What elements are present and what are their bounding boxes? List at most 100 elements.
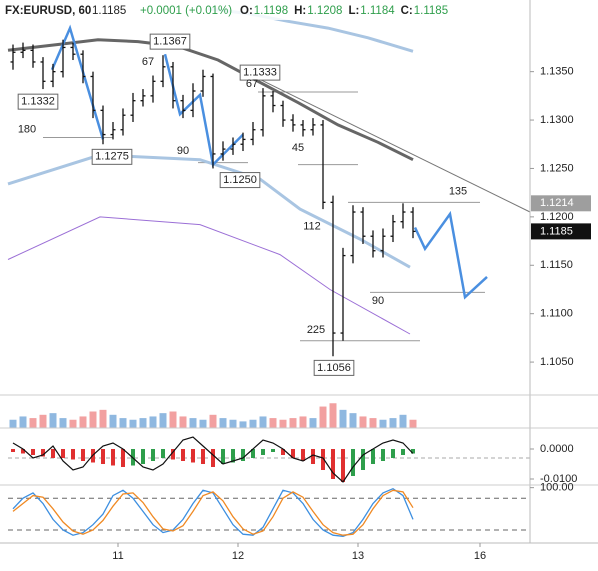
- histogram-bar: [101, 449, 105, 464]
- change: +0.0001 (+0.01%): [140, 5, 232, 17]
- y-tick-label: 1.1050: [540, 356, 574, 368]
- histogram-bar: [281, 449, 285, 455]
- annotation: 1.1250: [223, 174, 257, 186]
- histogram-bar: [391, 449, 395, 458]
- last-price: 1.1185: [92, 5, 126, 17]
- ohlc-label: H:: [294, 5, 306, 17]
- volume-bar: [359, 416, 367, 428]
- ohlc-label: O:: [240, 5, 253, 17]
- volume-bar: [399, 414, 407, 428]
- annotation: 90: [177, 145, 189, 157]
- histogram-bar: [171, 449, 175, 460]
- volume-bar: [69, 419, 77, 428]
- annotation: 112: [303, 220, 321, 232]
- histogram-bar: [331, 449, 335, 479]
- volume-bar: [59, 418, 67, 428]
- ohlc-value: 1.1208: [307, 5, 342, 17]
- histogram-bar: [291, 449, 295, 458]
- volume-bar: [409, 419, 417, 428]
- volume-bar: [329, 403, 337, 428]
- histogram-bar: [121, 449, 125, 467]
- annotation-box: [239, 64, 281, 81]
- x-tick-label: 11: [112, 550, 123, 562]
- histogram-bar: [251, 449, 255, 458]
- annotation: 1.1367: [153, 36, 187, 48]
- volume-bar: [169, 411, 177, 428]
- annotation-box: [149, 33, 191, 50]
- volume-bar: [179, 416, 187, 428]
- histogram-bar: [361, 449, 365, 470]
- histogram-bar: [51, 449, 55, 458]
- annotation: 225: [307, 324, 325, 336]
- histogram-bar: [301, 449, 305, 461]
- y-tick-label: -0.0100: [540, 473, 577, 485]
- y-tick-label: 1.1100: [540, 308, 573, 320]
- volume-bar: [209, 414, 217, 428]
- annotation: 45: [292, 142, 304, 154]
- histogram-bar: [401, 449, 405, 455]
- histogram-bar: [31, 449, 35, 455]
- ohlc-label: L:: [348, 5, 359, 17]
- histogram-bar: [381, 449, 385, 461]
- ohlc-value: 1.1184: [360, 5, 395, 17]
- y-tick-label: 1.1200: [540, 211, 574, 223]
- annotation: 135: [449, 186, 467, 198]
- annotation-box: [219, 172, 261, 189]
- volume-bar: [339, 409, 347, 428]
- annotation-box: [313, 359, 355, 376]
- y-tick-label: 1.1350: [540, 66, 574, 78]
- annotation: 1.1332: [21, 96, 55, 108]
- line: [249, 74, 531, 213]
- histogram-bar: [111, 449, 115, 466]
- header-background: [2, 2, 492, 20]
- price-tag: [531, 195, 591, 212]
- volume-bar: [259, 416, 267, 428]
- volume-bar: [79, 416, 87, 428]
- histogram-bar: [271, 449, 275, 452]
- volume-bar: [49, 413, 57, 428]
- price-tag-label: 1.1185: [540, 225, 573, 237]
- x-tick-label: 13: [352, 550, 364, 562]
- x-tick-label: 16: [474, 550, 486, 562]
- volume-bar: [289, 418, 297, 428]
- line: [12, 489, 414, 536]
- line: [12, 436, 414, 483]
- volume-bar: [219, 418, 227, 428]
- volume-bar: [149, 416, 157, 428]
- histogram-bar: [411, 449, 415, 454]
- volume-bar: [189, 418, 197, 428]
- histogram-bar: [201, 449, 205, 464]
- volume-bar: [39, 414, 47, 428]
- volume-bar: [389, 418, 397, 428]
- histogram-bar: [141, 449, 145, 464]
- histogram-bar: [61, 449, 65, 458]
- histogram-bar: [151, 449, 155, 461]
- histogram-bar: [241, 449, 245, 461]
- histogram-bar: [191, 449, 195, 463]
- volume-bar: [129, 419, 137, 428]
- y-tick-label: 1.1150: [540, 259, 573, 271]
- volume-bar: [159, 413, 167, 428]
- histogram-bar: [11, 449, 15, 452]
- line: [7, 38, 414, 162]
- histogram-bar: [81, 449, 85, 461]
- histogram-bar: [181, 449, 185, 461]
- annotation: 1.1275: [95, 151, 129, 163]
- annotation: 1.1333: [243, 67, 277, 79]
- x-tick-label: 12: [232, 550, 244, 562]
- histogram-bar: [351, 449, 355, 476]
- annotation: 67: [246, 78, 258, 90]
- volume-bar: [29, 418, 37, 428]
- volume-bar: [369, 418, 377, 428]
- histogram-bar: [211, 449, 215, 467]
- volume-bar: [9, 419, 17, 428]
- histogram-bar: [71, 449, 75, 460]
- y-tick-label: 1.1300: [540, 114, 574, 126]
- ohlc-value: 1.1198: [254, 5, 288, 17]
- histogram-bar: [41, 449, 45, 457]
- price-tag-label: 1.1214: [540, 197, 574, 209]
- annotation: 90: [372, 295, 384, 307]
- y-tick-label: 0.0000: [540, 443, 574, 455]
- volume-bar: [239, 421, 247, 428]
